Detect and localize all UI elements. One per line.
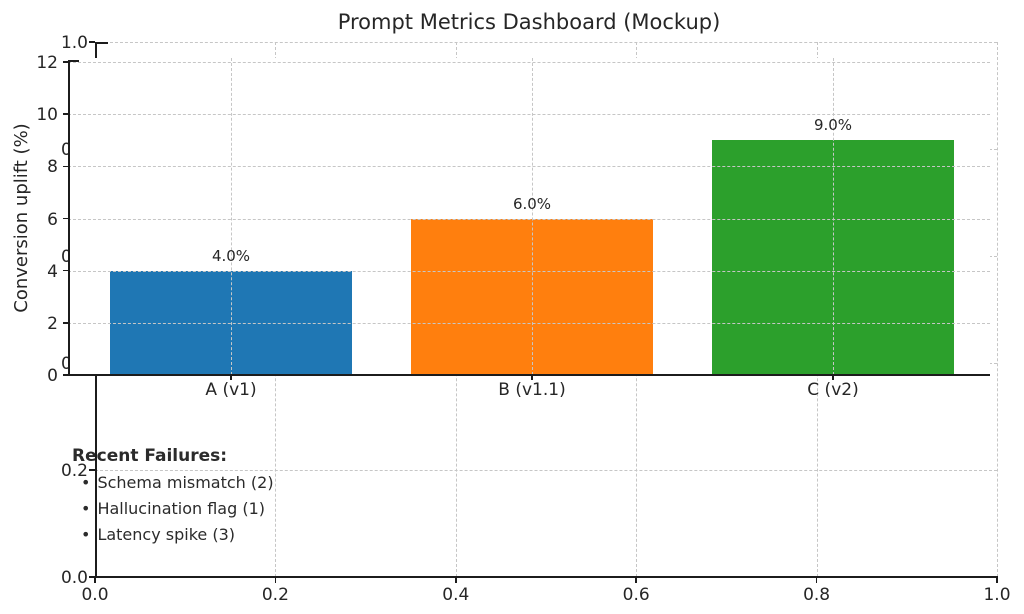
category-label: C (v2) bbox=[807, 380, 859, 400]
bullet-icon: • bbox=[81, 473, 91, 492]
inner-y-tick-label: 2 bbox=[47, 313, 58, 334]
outer-bottom-spine bbox=[95, 576, 998, 579]
inner-x-gridline bbox=[833, 58, 834, 375]
inner-y-tick-label: 8 bbox=[47, 157, 58, 178]
inner-y-gridline bbox=[68, 218, 990, 220]
inner-y-tick bbox=[63, 322, 68, 324]
inner-y-tick bbox=[63, 113, 68, 115]
recent-failures-note: Recent Failures: • Schema mismatch (2) • H… bbox=[72, 446, 274, 551]
outer-top-corner-tick bbox=[95, 42, 108, 44]
inner-y-gridline bbox=[68, 114, 990, 116]
outer-y-tick-label: 1.0 bbox=[60, 33, 88, 53]
inner-y-gridline bbox=[68, 270, 990, 272]
outer-y-tick-label: 0.0 bbox=[60, 568, 88, 588]
outer-x-gridline bbox=[997, 42, 998, 577]
inner-x-tick bbox=[230, 376, 232, 380]
outer-x-tick-label: 0.2 bbox=[261, 585, 289, 605]
outer-y-tick bbox=[89, 576, 95, 578]
category-label: B (v1.1) bbox=[498, 380, 566, 400]
inner-top-corner-tick bbox=[68, 60, 79, 62]
outer-x-tick-label: 0.4 bbox=[442, 585, 470, 605]
inner-x-tick bbox=[832, 376, 834, 380]
failure-item: • Schema mismatch (2) bbox=[81, 473, 274, 493]
bullet-icon: • bbox=[81, 525, 91, 544]
bar-value-label: 4.0% bbox=[211, 246, 251, 265]
outer-y-gridline bbox=[95, 470, 997, 471]
inner-y-tick bbox=[63, 269, 68, 272]
outer-x-tick bbox=[274, 578, 277, 583]
outer-x-tick bbox=[635, 578, 637, 583]
inner-x-gridline bbox=[532, 58, 533, 375]
outer-y-tick bbox=[89, 469, 95, 471]
inner-y-gridline bbox=[68, 322, 990, 324]
inner-y-tick bbox=[63, 217, 68, 220]
chart-title: Prompt Metrics Dashboard (Mockup) bbox=[337, 10, 721, 34]
inner-y-gridline bbox=[68, 166, 990, 168]
inner-y-tick-label: 12 bbox=[36, 53, 58, 73]
failure-item-label: Latency spike (3) bbox=[97, 525, 235, 544]
outer-x-tick bbox=[815, 578, 818, 583]
outer-x-tick-label: 0.6 bbox=[622, 585, 650, 605]
outer-x-tick-label: 1.0 bbox=[983, 585, 1011, 605]
inner-x-tick bbox=[531, 376, 533, 380]
bullet-icon: • bbox=[81, 499, 91, 518]
outer-x-tick-label: 0.0 bbox=[81, 585, 109, 605]
bar-value-label: 6.0% bbox=[512, 194, 552, 213]
inner-x-gridline bbox=[231, 58, 232, 375]
y-axis-label: Conversion uplift (%) bbox=[11, 123, 32, 313]
category-label: A (v1) bbox=[205, 380, 257, 400]
failure-item-label: Hallucination flag (1) bbox=[97, 499, 266, 518]
inner-bottom-spine bbox=[68, 374, 990, 377]
recent-failures-heading: Recent Failures: bbox=[72, 446, 228, 466]
inner-y-tick-label: 0 bbox=[47, 366, 58, 386]
failure-item-label: Schema mismatch (2) bbox=[97, 473, 274, 492]
inner-left-spine bbox=[68, 60, 70, 376]
failure-item: • Hallucination flag (1) bbox=[81, 499, 274, 519]
inner-y-gridline bbox=[68, 62, 990, 63]
inner-y-tick bbox=[63, 374, 68, 376]
inner-y-tick bbox=[63, 165, 68, 168]
inner-y-tick-label: 10 bbox=[36, 105, 58, 126]
outer-x-tick-label: 0.8 bbox=[803, 585, 831, 605]
failure-item: • Latency spike (3) bbox=[81, 525, 274, 545]
outer-y-gridline bbox=[95, 42, 997, 43]
outer-y-tick bbox=[89, 41, 95, 43]
inner-y-tick bbox=[63, 61, 68, 63]
outer-x-tick bbox=[455, 578, 457, 583]
outer-x-tick bbox=[996, 578, 998, 583]
inner-y-tick-label: 4 bbox=[47, 261, 58, 282]
outer-y-tick-label: 0.2 bbox=[60, 461, 88, 481]
inner-y-tick-label: 6 bbox=[47, 209, 58, 230]
bar-value-label: 9.0% bbox=[813, 116, 853, 135]
outer-x-tick bbox=[94, 578, 96, 583]
